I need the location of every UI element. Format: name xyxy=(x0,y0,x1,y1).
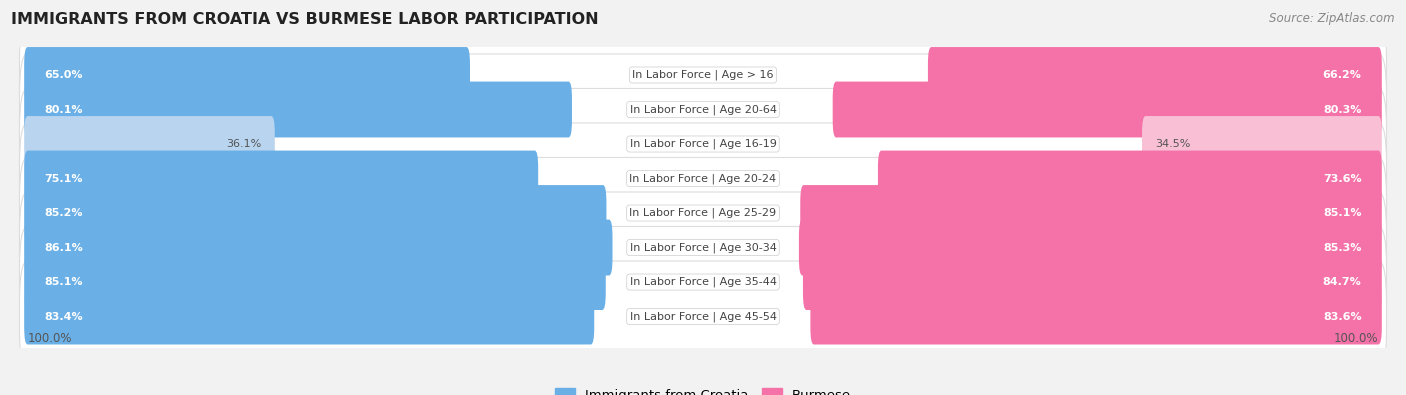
Text: 34.5%: 34.5% xyxy=(1156,139,1191,149)
FancyBboxPatch shape xyxy=(832,81,1382,137)
FancyBboxPatch shape xyxy=(877,150,1382,207)
FancyBboxPatch shape xyxy=(24,289,595,344)
Text: 85.1%: 85.1% xyxy=(1323,208,1361,218)
Text: In Labor Force | Age 30-34: In Labor Force | Age 30-34 xyxy=(630,242,776,253)
FancyBboxPatch shape xyxy=(24,116,274,172)
Text: 75.1%: 75.1% xyxy=(45,173,83,184)
Text: 84.7%: 84.7% xyxy=(1323,277,1361,287)
FancyBboxPatch shape xyxy=(20,158,1386,269)
Text: 80.3%: 80.3% xyxy=(1323,105,1361,115)
Legend: Immigrants from Croatia, Burmese: Immigrants from Croatia, Burmese xyxy=(550,383,856,395)
Text: IMMIGRANTS FROM CROATIA VS BURMESE LABOR PARTICIPATION: IMMIGRANTS FROM CROATIA VS BURMESE LABOR… xyxy=(11,12,599,27)
Text: 85.1%: 85.1% xyxy=(45,277,83,287)
FancyBboxPatch shape xyxy=(24,185,606,241)
FancyBboxPatch shape xyxy=(24,47,470,103)
Text: In Labor Force | Age 35-44: In Labor Force | Age 35-44 xyxy=(630,277,776,287)
FancyBboxPatch shape xyxy=(20,88,1386,199)
FancyBboxPatch shape xyxy=(24,81,572,137)
Text: 85.2%: 85.2% xyxy=(45,208,83,218)
FancyBboxPatch shape xyxy=(803,254,1382,310)
Text: 85.3%: 85.3% xyxy=(1323,243,1361,252)
Text: 80.1%: 80.1% xyxy=(45,105,83,115)
Text: In Labor Force | Age 45-54: In Labor Force | Age 45-54 xyxy=(630,311,776,322)
Text: 65.0%: 65.0% xyxy=(45,70,83,80)
Text: 83.4%: 83.4% xyxy=(45,312,83,322)
FancyBboxPatch shape xyxy=(20,192,1386,303)
Text: In Labor Force | Age 16-19: In Labor Force | Age 16-19 xyxy=(630,139,776,149)
FancyBboxPatch shape xyxy=(20,226,1386,338)
Text: In Labor Force | Age 25-29: In Labor Force | Age 25-29 xyxy=(630,208,776,218)
FancyBboxPatch shape xyxy=(24,150,538,207)
Text: In Labor Force | Age 20-64: In Labor Force | Age 20-64 xyxy=(630,104,776,115)
Text: Source: ZipAtlas.com: Source: ZipAtlas.com xyxy=(1270,12,1395,25)
Text: 73.6%: 73.6% xyxy=(1323,173,1361,184)
Text: 36.1%: 36.1% xyxy=(226,139,262,149)
FancyBboxPatch shape xyxy=(24,220,613,275)
FancyBboxPatch shape xyxy=(799,220,1382,275)
FancyBboxPatch shape xyxy=(20,19,1386,131)
FancyBboxPatch shape xyxy=(928,47,1382,103)
Text: In Labor Force | Age > 16: In Labor Force | Age > 16 xyxy=(633,70,773,80)
FancyBboxPatch shape xyxy=(20,261,1386,372)
FancyBboxPatch shape xyxy=(1142,116,1382,172)
FancyBboxPatch shape xyxy=(24,254,606,310)
FancyBboxPatch shape xyxy=(20,123,1386,234)
Text: 100.0%: 100.0% xyxy=(28,332,72,345)
Text: In Labor Force | Age 20-24: In Labor Force | Age 20-24 xyxy=(630,173,776,184)
FancyBboxPatch shape xyxy=(20,54,1386,165)
FancyBboxPatch shape xyxy=(810,289,1382,344)
Text: 66.2%: 66.2% xyxy=(1323,70,1361,80)
FancyBboxPatch shape xyxy=(800,185,1382,241)
Text: 100.0%: 100.0% xyxy=(1334,332,1378,345)
Text: 86.1%: 86.1% xyxy=(45,243,83,252)
Text: 83.6%: 83.6% xyxy=(1323,312,1361,322)
